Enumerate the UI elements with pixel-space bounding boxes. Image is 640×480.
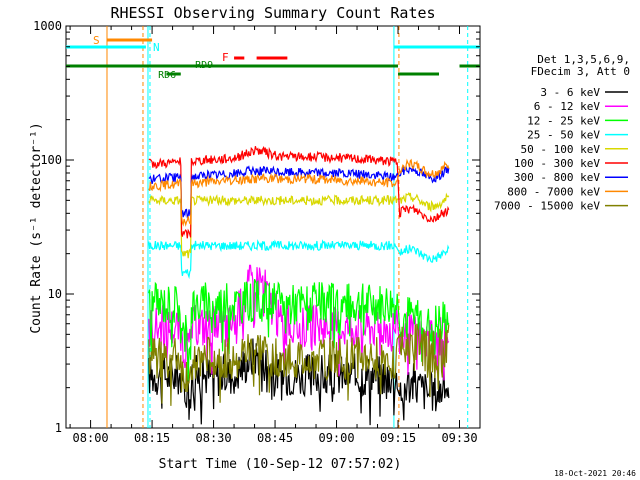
series-line-2: [148, 264, 450, 381]
y-axis-label: Count Rate (s⁻¹ detector⁻¹): [29, 122, 44, 333]
x-axis-label: Start Time (10-Sep-12 07:57:02): [159, 457, 402, 472]
rd6-bar-label: RD6: [158, 70, 176, 81]
x-tick-label: 08:00: [73, 431, 109, 445]
x-tick-label: 09:15: [380, 431, 416, 445]
state-bars: S N F RD9 RD6: [66, 34, 480, 81]
x-tick-label: 08:15: [134, 431, 170, 445]
y-tick-label: 10: [48, 287, 62, 301]
night-bar-label: N: [153, 41, 160, 54]
legend-label: 300 - 800 keV: [514, 171, 600, 184]
series-line-1: [148, 338, 450, 426]
series-line-6: [148, 145, 450, 239]
y-tick-label: 1: [55, 421, 62, 435]
chart-title: RHESSI Observing Summary Count Rates: [110, 4, 435, 22]
render-timestamp: 18-Oct-2021 20:46: [554, 469, 636, 478]
series-line-5: [148, 191, 450, 259]
series-line-3: [148, 278, 450, 381]
legend-label: 6 - 12 keV: [534, 100, 601, 113]
legend-header: Det 1,3,5,6,9,: [537, 53, 630, 66]
flare-bar-label: F: [222, 51, 229, 64]
legend-label: 25 - 50 keV: [527, 129, 600, 142]
x-tick-label: 08:30: [196, 431, 232, 445]
legend-label: 50 - 100 keV: [521, 143, 601, 156]
y-tick-label: 100: [40, 153, 62, 167]
legend-label: 12 - 25 keV: [527, 114, 600, 127]
x-tick-label: 09:30: [441, 431, 477, 445]
legend-label: 800 - 7000 keV: [507, 185, 600, 198]
legend-label: 100 - 300 keV: [514, 157, 600, 170]
y-tick-label: 1000: [33, 19, 62, 33]
legend: Det 1,3,5,6,9,FDecim 3, Att 0 3 - 6 keV6 …: [494, 53, 630, 213]
x-tick-label: 09:00: [318, 431, 354, 445]
legend-label: 3 - 6 keV: [540, 86, 600, 99]
saa-bar-label: S: [93, 34, 100, 47]
series-group: [148, 145, 450, 426]
axes-group: 08:00 08:15 08:30 08:45 09:00 09:15 09:30 1 10 10…: [33, 19, 480, 445]
x-tick-label: 08:45: [257, 431, 293, 445]
series-line-9: [148, 323, 450, 406]
rd9-bar-label: RD9: [195, 60, 213, 71]
legend-header: FDecim 3, Att 0: [531, 65, 630, 78]
series-line-8: [148, 158, 450, 227]
series-line-4: [148, 239, 450, 280]
plot-frame: [65, 25, 481, 429]
legend-label: 7000 - 15000 keV: [494, 200, 600, 213]
